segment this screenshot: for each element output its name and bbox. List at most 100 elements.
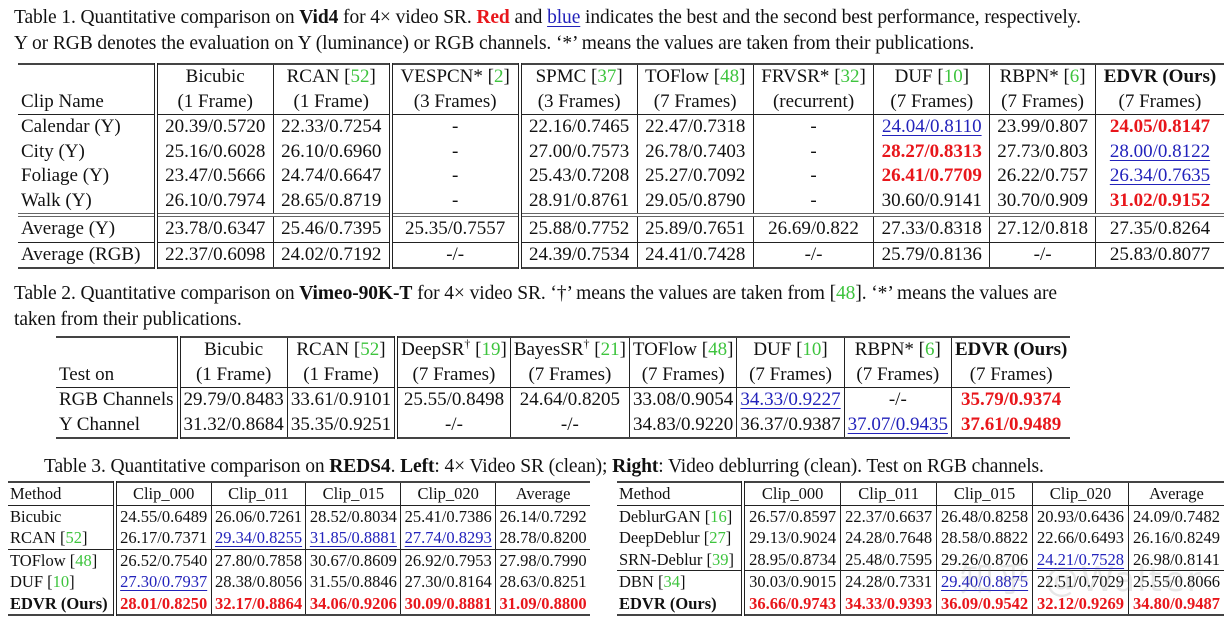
red-legend-word: Red: [476, 7, 510, 28]
metric-cell-second: 26.34/0.7635: [1109, 165, 1211, 186]
citation-link[interactable]: 34: [663, 572, 680, 591]
table-row: DBN [34] 30.03/0.9015 24.28/0.7331 29.40…: [617, 570, 1224, 593]
metric-cell-second: 29.34/0.8255: [211, 527, 307, 549]
caption-text: Y or RGB denotes the evaluation on Y (lu…: [14, 33, 975, 54]
metric-cell: 26.10/0.7974: [155, 188, 274, 215]
citation-link[interactable]: 21: [600, 339, 620, 360]
table-row: Bicubic 24.55/0.6489 26.06/0.7261 28.52/…: [8, 505, 590, 527]
metric-cell-best: 36.09/0.9542: [936, 592, 1034, 615]
dagger-mark: †: [583, 336, 590, 351]
frames-label: (1 Frame): [287, 362, 399, 388]
row-label: Foliage (Y): [18, 164, 158, 189]
method-name: Bicubic: [10, 506, 62, 526]
metric-cell: -/-: [753, 242, 875, 268]
metric-cell: -/-: [510, 412, 630, 438]
method-name: DeepSR: [401, 339, 465, 360]
table-header-row: Test on (1 Frame) (1 Frame) (7 Frames) (…: [56, 362, 1070, 388]
caption-text: and: [509, 7, 548, 28]
metric-cell: 26.52/0.7540: [114, 549, 212, 571]
metric-cell: 29.79/0.8483: [178, 387, 288, 413]
right-label: Right: [612, 456, 659, 477]
frames-label: (1 Frame): [178, 362, 288, 388]
caption-text: Table 2. Quantitative comparison on: [14, 283, 300, 304]
citation-link[interactable]: 48: [836, 283, 856, 304]
table-row: Calendar (Y) 20.39/0.5720 22.33/0.7254 -…: [18, 114, 1224, 140]
column-header: Clip_020: [400, 482, 497, 505]
frames-label: (7 Frames): [844, 362, 952, 388]
citation-link[interactable]: 10: [943, 66, 963, 87]
citation-link[interactable]: 48: [75, 550, 92, 570]
metric-cell: 24.28/0.7331: [840, 570, 938, 593]
metric-cell-second: 24.04/0.8110: [873, 114, 991, 140]
metric-cell: 27.30/0.8164: [400, 571, 497, 593]
metric-cell: -/-: [989, 242, 1096, 268]
citation-link[interactable]: 32: [840, 66, 860, 87]
metric-cell: 27.00/0.7573: [519, 139, 638, 164]
metric-cell-second: 34.33/0.9227: [736, 387, 845, 413]
metric-cell: 27.98/0.7990: [499, 550, 587, 570]
left-label: Left: [400, 456, 435, 477]
method-name: RCAN: [296, 339, 354, 360]
frames-label: (1 Frame): [155, 89, 274, 115]
metric-cell-mixed: 26.98/0.8141: [1132, 549, 1221, 569]
citation-link[interactable]: 6: [1069, 66, 1080, 87]
table3-right-deblurring: Method Clip_000 Clip_011 Clip_015 Clip_0…: [617, 481, 1224, 616]
metric-cell: 25.55/0.8498: [396, 387, 511, 413]
dagger-mark: †: [464, 336, 471, 351]
metric-cell: 20.93/0.6436: [1032, 505, 1129, 527]
citation-link[interactable]: 52: [360, 339, 380, 360]
header-cell: DUF [10]: [873, 64, 991, 90]
citation-link[interactable]: 10: [52, 572, 70, 591]
method-name: DUF: [894, 66, 938, 87]
metric-cell-best: 24.05/0.8147: [1109, 116, 1211, 137]
method-cell: DUF [10]: [8, 571, 117, 593]
metric-cell: 28.38/0.8056: [211, 571, 307, 593]
column-header: Clip_020: [1032, 482, 1129, 505]
citation-link[interactable]: 6: [925, 339, 935, 360]
metric-cell: 22.51/0.7029: [1032, 570, 1129, 593]
metric-cell: 25.88/0.7752: [519, 215, 638, 242]
metric-cell-second: 37.07/0.9435: [844, 412, 952, 438]
metric-cell: -: [390, 139, 522, 164]
caption-text: : Video deblurring (clean). Test on RGB …: [658, 456, 1044, 477]
citation-link[interactable]: 10: [802, 339, 822, 360]
metric-cell-mixed: 26.16/0.8249: [1132, 528, 1221, 547]
table-row: TOFlow [48] 26.52/0.7540 27.80/0.7858 30…: [8, 549, 590, 571]
metric-cell-best: 32.12/0.9269: [1032, 592, 1129, 615]
metric-cell: 25.16/0.6028: [155, 139, 274, 164]
method-name: EDVR (Ours): [1103, 66, 1217, 87]
citation-link[interactable]: 52: [350, 66, 370, 87]
citation-link[interactable]: 16: [710, 506, 727, 526]
metric-cell: 28.52/0.8034: [305, 505, 402, 527]
citation-link[interactable]: 27: [709, 528, 726, 547]
citation-link[interactable]: 37: [597, 66, 617, 87]
caption-text: for 4× video SR.: [338, 7, 477, 28]
frames-label: (7 Frames): [629, 362, 738, 388]
metric-cell: 26.48/0.8258: [936, 505, 1034, 527]
metric-cell-mixed: 29.13/0.9024: [743, 527, 842, 549]
method-name: DUF: [753, 339, 797, 360]
citation-link[interactable]: 39: [712, 549, 729, 569]
citation-link[interactable]: 48: [720, 66, 740, 87]
caption-text: : 4× Video SR (clean);: [434, 456, 613, 477]
header-cell: SPMC [37]: [519, 64, 638, 90]
citation-link[interactable]: 48: [708, 339, 728, 360]
metric-cell: 26.69/0.822: [753, 215, 875, 242]
citation-link[interactable]: 2: [493, 66, 504, 87]
header-cell: FRVSR* [32]: [753, 64, 875, 90]
method-name: DBN: [619, 572, 658, 591]
metric-cell-best: 34.33/0.9393: [840, 592, 938, 615]
metric-cell: 24.74/0.6647: [273, 164, 393, 189]
method-name: EDVR (Ours): [619, 593, 717, 613]
table-row: DUF [10] 27.30/0.7937 28.38/0.8056 31.55…: [8, 571, 590, 593]
metric-cell: 35.35/0.9251: [287, 412, 399, 438]
row-label: Average (RGB): [18, 242, 158, 268]
dataset-name: REDS4: [329, 456, 391, 477]
column-header: Average: [1149, 484, 1204, 503]
citation-link[interactable]: 52: [65, 528, 82, 547]
method-name: Bicubic: [185, 66, 245, 87]
caption-text: ]. ‘*’ means the values are: [855, 283, 1057, 304]
citation-link[interactable]: 19: [481, 339, 501, 360]
row-label: Calendar (Y): [18, 114, 158, 140]
metric-cell: 26.92/0.7953: [400, 549, 497, 571]
